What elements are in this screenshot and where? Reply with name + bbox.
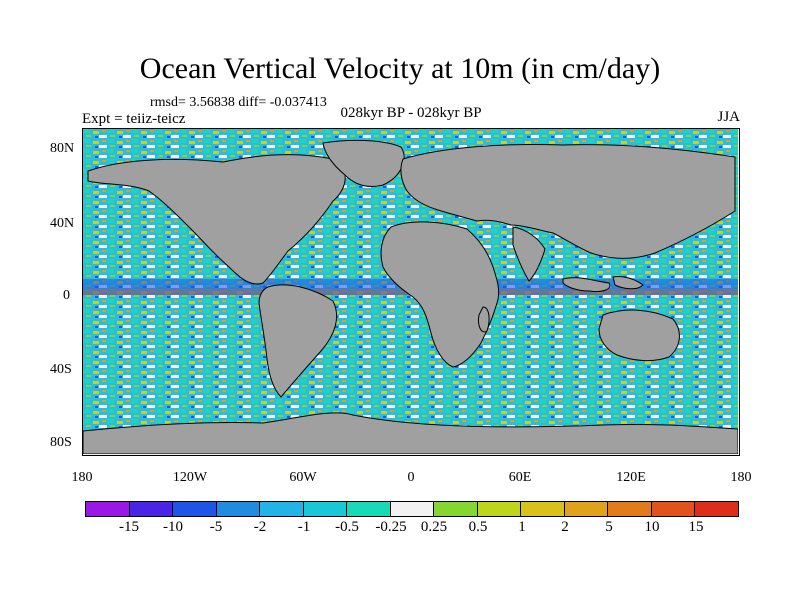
colorbar-label: 5 (605, 519, 613, 535)
period-label: 028kyr BP - 028kyr BP (340, 105, 482, 121)
colorbar-swatch (564, 502, 609, 516)
colorbar-label: -0.5 (335, 519, 359, 535)
colorbar-swatch (347, 502, 391, 516)
colorbar-swatch (521, 502, 565, 516)
map-panel (82, 128, 740, 456)
x-label-0: 0 (407, 470, 415, 485)
x-label-180w: 180 (71, 470, 93, 485)
colorbar-label: -2 (253, 519, 267, 535)
colorbar-label: -5 (209, 519, 223, 535)
colorbar (85, 501, 739, 517)
colorbar-swatch (260, 502, 304, 516)
y-label-40s: 40S (50, 362, 72, 377)
colorbar-label: 0.25 (420, 519, 448, 535)
colorbar-label: -10 (163, 519, 183, 535)
colorbar-swatch (608, 502, 652, 516)
greenland-landmass (322, 139, 405, 188)
season-label: JJA (717, 109, 740, 125)
colorbar-swatch (86, 502, 130, 516)
x-label-120w: 120W (172, 470, 208, 485)
colorbar-swatch (303, 502, 348, 516)
colorbar-label: 1 (518, 519, 526, 535)
colorbar-label: -0.25 (375, 519, 407, 535)
colorbar-swatch (477, 502, 522, 516)
africa-landmass (380, 221, 500, 368)
colorbar-label: -15 (119, 519, 139, 535)
australia-landmass (598, 309, 680, 362)
x-label-60e: 60E (508, 470, 532, 485)
land-masses (83, 139, 738, 454)
indian-peninsula-landmass (512, 226, 546, 282)
y-label-80n: 80N (50, 141, 75, 156)
colorbar-label: 2 (561, 519, 569, 535)
x-label-120e: 120E (616, 470, 646, 485)
colorbar-swatch (695, 502, 738, 516)
colorbar-swatch (434, 502, 478, 516)
stats-text: rmsd= 3.56838 diff= -0.037413 (150, 95, 327, 110)
colorbar-swatch (216, 502, 261, 516)
maritime-continent-islands (562, 276, 644, 292)
x-label-60w: 60W (289, 470, 317, 485)
north-america-landmass (87, 154, 346, 285)
chart-title: Ocean Vertical Velocity at 10m (in cm/da… (139, 52, 661, 85)
y-label-equator: 0 (63, 288, 70, 303)
colorbar-swatch (651, 502, 696, 516)
colorbar-label: 10 (644, 519, 660, 535)
antarctica-landmass (83, 412, 738, 454)
experiment-label: Expt = teiiz-teicz (82, 111, 186, 127)
south-america-landmass (258, 284, 337, 398)
colorbar-label: -1 (297, 519, 311, 535)
colorbar-swatch (129, 502, 174, 516)
colorbar-swatch (173, 502, 217, 516)
y-label-80s: 80S (50, 435, 72, 450)
colorbar-label: 0.5 (468, 519, 488, 535)
y-label-40n: 40N (50, 216, 75, 231)
colorbar-label: 15 (688, 519, 704, 535)
x-label-180e: 180 (730, 470, 752, 485)
eurasia-landmass (400, 144, 736, 259)
madagascar-landmass (478, 306, 490, 333)
colorbar-swatch (390, 502, 435, 516)
